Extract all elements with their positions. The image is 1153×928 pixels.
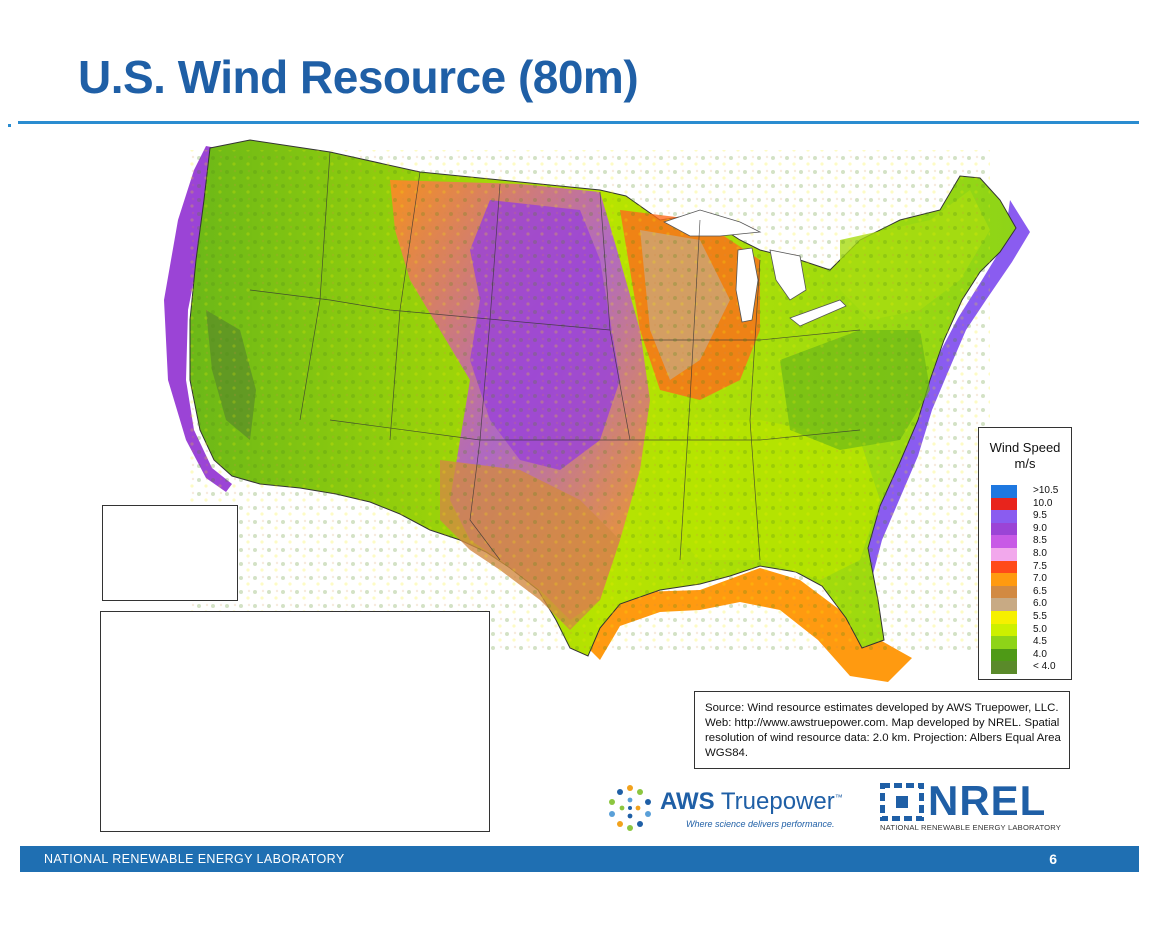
legend-swatch bbox=[991, 648, 1017, 662]
legend-row: 6.0 bbox=[991, 598, 1067, 611]
legend-row: 5.5 bbox=[991, 611, 1067, 624]
legend-swatch bbox=[991, 598, 1017, 611]
legend-row: 9.5 bbox=[991, 510, 1067, 523]
legend-swatch bbox=[991, 522, 1017, 536]
nrel-mark-icon bbox=[880, 783, 924, 821]
legend-swatch bbox=[991, 535, 1017, 548]
legend-swatch bbox=[991, 636, 1017, 649]
state-boundaries bbox=[249, 151, 861, 561]
aws-tagline: Where science delivers performance. bbox=[686, 819, 835, 829]
legend-row: 8.0 bbox=[991, 548, 1067, 561]
legend-row: < 4.0 bbox=[991, 661, 1067, 674]
legend-label: 8.5 bbox=[1033, 535, 1047, 547]
legend-unit: m/s bbox=[1014, 456, 1036, 471]
legend-swatch bbox=[991, 585, 1017, 599]
legend-label: >10.5 bbox=[1033, 485, 1059, 496]
legend-label: 5.0 bbox=[1033, 623, 1047, 635]
legend-swatch bbox=[991, 560, 1017, 574]
legend-row: 6.5 bbox=[991, 585, 1067, 599]
nrel-logo: NREL NATIONAL RENEWABLE ENERGY LABORATOR… bbox=[880, 777, 1075, 833]
legend-row: 9.0 bbox=[991, 522, 1067, 536]
nrel-wordmark: NREL bbox=[928, 777, 1047, 824]
source-note: Source: Wind resource estimates develope… bbox=[705, 702, 1061, 759]
legend-row: 4.5 bbox=[991, 636, 1067, 649]
legend-row: >10.5 bbox=[991, 485, 1067, 498]
nrel-subtitle: NATIONAL RENEWABLE ENERGY LABORATORY bbox=[880, 823, 1062, 832]
terrain-texture bbox=[190, 150, 990, 650]
footer-org: NATIONAL RENEWABLE ENERGY LABORATORY bbox=[44, 852, 345, 866]
legend-swatch bbox=[991, 510, 1017, 523]
legend-label: 10.0 bbox=[1033, 497, 1053, 509]
aws-dots-icon bbox=[609, 785, 651, 831]
alaska-inset bbox=[100, 611, 490, 832]
legend-swatch bbox=[991, 573, 1017, 586]
legend-swatch bbox=[991, 485, 1017, 498]
wind-speed-legend: Wind Speed m/s >10.5 10.0 9.5 9.0 8.5 8.0 7.5 7… bbox=[978, 427, 1072, 680]
legend-label: 6.0 bbox=[1033, 598, 1047, 610]
legend-swatch bbox=[991, 611, 1017, 624]
lake-huron bbox=[769, 249, 807, 301]
legend-title: Wind Speed bbox=[989, 440, 1061, 455]
legend-label: 5.5 bbox=[1033, 611, 1047, 622]
legend-label: 9.5 bbox=[1033, 510, 1047, 522]
offshore-band-pacific bbox=[164, 146, 232, 492]
legend-label: 8.0 bbox=[1033, 548, 1047, 559]
legend-swatch bbox=[991, 623, 1017, 637]
legend-row: 8.5 bbox=[991, 535, 1067, 548]
legend-row: 7.5 bbox=[991, 560, 1067, 574]
aws-wordmark: AWS Truepower™ bbox=[660, 788, 843, 815]
legend-label: 7.5 bbox=[1033, 560, 1047, 572]
divider-dot bbox=[8, 124, 11, 127]
footer-bar: NATIONAL RENEWABLE ENERGY LABORATORY 6 bbox=[20, 846, 1139, 872]
legend-row: 5.0 bbox=[991, 623, 1067, 637]
legend-row: 7.0 bbox=[991, 573, 1067, 586]
legend-label: 4.0 bbox=[1033, 648, 1047, 660]
legend-label: 7.0 bbox=[1033, 573, 1047, 585]
legend-swatch bbox=[991, 661, 1017, 674]
legend-label: 9.0 bbox=[1033, 522, 1047, 534]
legend-row: 10.0 bbox=[991, 497, 1067, 511]
source-note-box: Source: Wind resource estimates develope… bbox=[694, 691, 1070, 769]
lake-superior bbox=[662, 209, 762, 237]
lake-michigan bbox=[735, 247, 759, 323]
legend-swatch bbox=[991, 548, 1017, 561]
aws-truepower-logo: AWS Truepower™ Where science delivers pe… bbox=[604, 782, 872, 832]
legend-row: 4.0 bbox=[991, 648, 1067, 662]
page-number: 6 bbox=[1049, 851, 1057, 867]
legend-swatch bbox=[991, 497, 1017, 511]
lake-erie bbox=[789, 299, 847, 327]
legend-label: < 4.0 bbox=[1033, 661, 1056, 673]
legend-label: 4.5 bbox=[1033, 636, 1047, 648]
title-divider bbox=[18, 121, 1139, 124]
legend-label: 6.5 bbox=[1033, 585, 1047, 597]
slide-title: U.S. Wind Resource (80m) bbox=[78, 51, 639, 103]
hawaii-inset bbox=[102, 505, 238, 601]
